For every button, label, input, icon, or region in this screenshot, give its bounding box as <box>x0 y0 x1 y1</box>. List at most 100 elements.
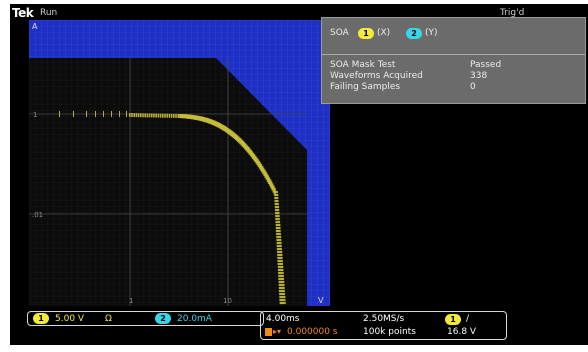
trace-segment <box>148 113 151 118</box>
ch1-scale: 5.00 V <box>55 314 85 324</box>
ch2-axis-label: (Y) <box>425 28 438 38</box>
trigger-status: Trig'd <box>500 8 525 18</box>
trace-segment <box>276 247 282 251</box>
trace-segment <box>275 226 281 230</box>
trace-segment <box>274 193 279 197</box>
waveforms-label: Waveforms Acquired <box>330 71 423 81</box>
trace-segment <box>231 131 234 138</box>
trace-segment <box>210 119 214 125</box>
trace-segment <box>277 250 283 254</box>
info-divider <box>322 54 585 55</box>
trace-segment <box>274 208 280 212</box>
trace-segment <box>275 214 280 218</box>
plot-marker-a: A <box>32 22 38 31</box>
trace-segment <box>274 190 278 194</box>
trace-segment <box>220 123 223 130</box>
trace-segment <box>250 151 253 158</box>
trace-segment <box>276 244 282 248</box>
trace-segment <box>86 111 87 117</box>
ch1-badge: 1 <box>358 28 374 39</box>
trace-segment <box>177 114 179 118</box>
trace-segment <box>73 111 74 117</box>
trace-segment <box>164 113 166 118</box>
trace-segment <box>184 114 187 119</box>
trigger-slope-icon: / <box>466 314 470 324</box>
trace-segment <box>277 253 283 257</box>
trace-segment <box>275 223 281 227</box>
trace-segment <box>277 259 283 263</box>
trace-segment <box>274 202 279 206</box>
trace-segment <box>146 113 149 118</box>
brand-logo: Tek <box>12 6 34 20</box>
trace-segment <box>135 113 138 118</box>
trace-segment <box>205 117 208 123</box>
trace-segment <box>222 125 225 131</box>
trace-segment <box>142 113 144 118</box>
y-label-2: .01 <box>32 211 43 219</box>
trace-segment <box>155 113 157 118</box>
trace-segment <box>170 113 173 118</box>
trace-segment <box>262 167 265 175</box>
trace-segment <box>180 114 183 119</box>
horizontal-trigger-readout[interactable]: 4.00ms 2.50MS/s ▸▾ 0.000000 s 100k point… <box>260 311 507 340</box>
trace-segment <box>111 111 112 117</box>
trace-segment <box>278 274 284 278</box>
trace-segment <box>275 217 280 221</box>
trace-segment <box>131 113 133 117</box>
trace-segment <box>191 115 194 120</box>
trace-segment <box>140 113 142 118</box>
sample-rate: 2.50MS/s <box>363 314 405 324</box>
trace-segment <box>277 262 284 266</box>
trace-segment <box>192 115 195 120</box>
ch1-axis-label: (X) <box>377 28 391 38</box>
trigger-arrow-icon: ▸▾ <box>273 327 282 336</box>
trace-segment <box>278 283 285 287</box>
trace-segment <box>274 196 279 200</box>
trace-segment <box>248 148 251 155</box>
trace-segment <box>200 116 203 122</box>
trace-segment <box>239 138 242 145</box>
record-length: 100k points <box>363 327 416 337</box>
mask-test-label: SOA Mask Test <box>330 60 396 70</box>
trace-segment <box>126 111 127 117</box>
horizontal-scale: 4.00ms <box>266 314 300 324</box>
trace-segment <box>274 205 280 209</box>
trace-segment <box>242 141 245 148</box>
trace-segment <box>59 111 60 117</box>
trace-segment <box>144 113 146 118</box>
trace-segment <box>279 295 286 299</box>
trace-segment <box>278 289 285 293</box>
waveforms-value: 338 <box>470 71 488 81</box>
trigger-level: 16.8 V <box>447 327 477 337</box>
trace-segment <box>255 157 258 164</box>
trace-segment <box>153 113 155 118</box>
y-label-1: 1 <box>33 111 37 119</box>
failing-samples-label: Failing Samples <box>330 82 401 92</box>
trace-segment <box>279 292 286 296</box>
trace-segment <box>245 144 248 151</box>
trace-segment <box>185 114 188 119</box>
trace-segment <box>278 280 285 284</box>
soa-plot[interactable]: A V 1 .01 1 10 <box>29 20 330 306</box>
trace-segment <box>175 113 177 118</box>
x-label-1: 1 <box>129 297 133 305</box>
trace-segment <box>129 113 131 117</box>
trace-segment <box>278 286 285 290</box>
mask-test-value: Passed <box>470 60 502 70</box>
trace-segment <box>229 129 232 136</box>
trace-segment <box>277 256 283 260</box>
trace-segment <box>279 301 286 305</box>
trace-segment <box>214 121 217 127</box>
trace-segment <box>157 113 160 118</box>
trace-segment <box>257 160 260 168</box>
trace-segment <box>265 173 268 180</box>
trace-segment <box>275 211 280 215</box>
trace-segment <box>151 113 153 118</box>
soa-title: SOA <box>330 28 349 38</box>
channel-readout[interactable]: 1 5.00 V Ω 2 20.0mA <box>27 311 264 326</box>
trace-segment <box>274 199 279 203</box>
trigger-position-icon <box>265 328 272 336</box>
trace-segment <box>275 229 281 233</box>
trace-segment <box>277 265 284 269</box>
trace-segment <box>267 177 271 184</box>
